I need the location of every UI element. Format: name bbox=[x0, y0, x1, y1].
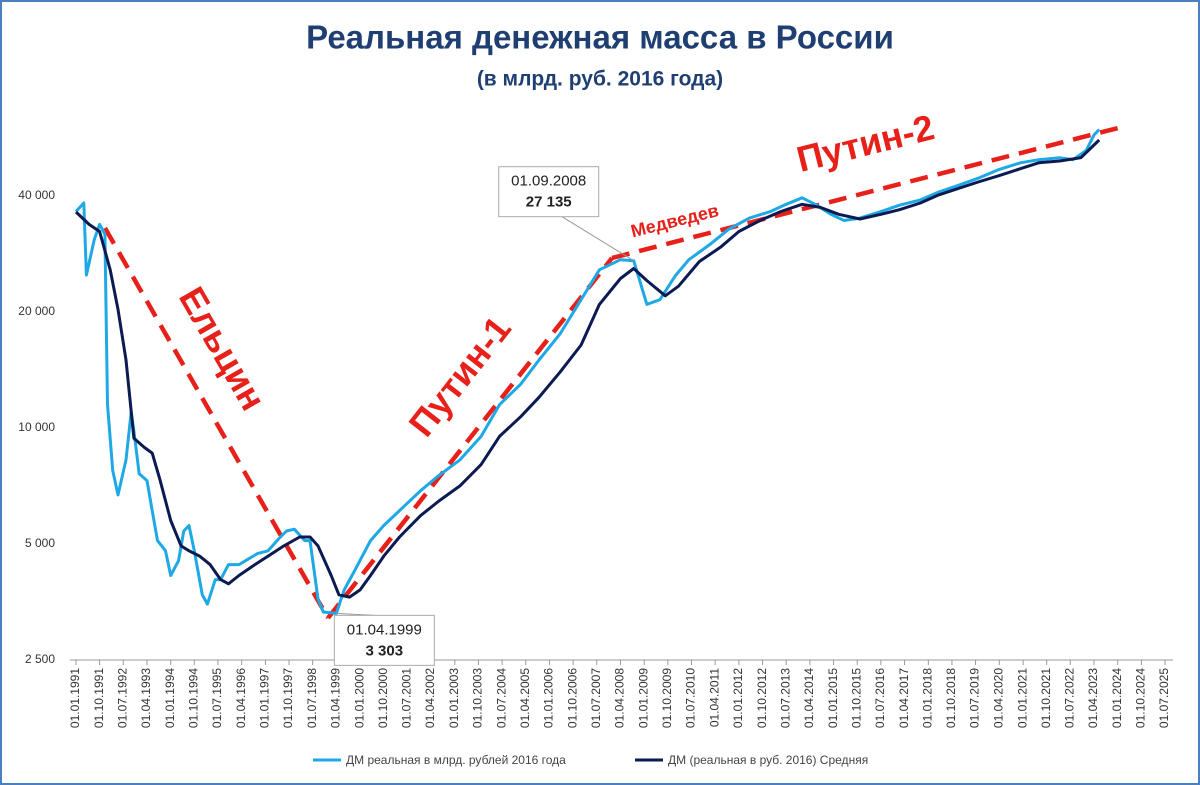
x-tick-label: 01.04.2011 bbox=[707, 668, 721, 727]
series-line bbox=[74, 138, 1101, 599]
x-tick-label: 01.04.2005 bbox=[518, 668, 532, 728]
x-tick-label: 01.07.2010 bbox=[684, 668, 698, 728]
x-tick-label: 01.01.2018 bbox=[921, 668, 935, 728]
trend-line bbox=[611, 124, 1123, 261]
callout-box bbox=[333, 614, 435, 666]
x-tick-label: 01.10.2000 bbox=[376, 668, 390, 728]
x-tick-label: 01.10.1994 bbox=[186, 668, 200, 728]
x-tick-label: 01.04.1999 bbox=[328, 668, 342, 728]
x-tick-label: 01.04.1996 bbox=[234, 668, 248, 728]
x-tick-label: 01.10.2015 bbox=[849, 668, 863, 728]
trend-line bbox=[103, 226, 330, 620]
x-tick-label: 01.10.1997 bbox=[281, 668, 295, 728]
legend-label: ДМ реальная в млрд. рублей 2016 года bbox=[346, 753, 566, 767]
x-tick-label: 01.04.2008 bbox=[613, 668, 627, 728]
x-tick-label: 01.07.2016 bbox=[873, 668, 887, 728]
chart-title: Реальная денежная масса в России bbox=[306, 19, 894, 56]
x-tick-label: 01.01.1997 bbox=[258, 668, 272, 728]
x-tick-label: 01.07.1998 bbox=[305, 668, 319, 728]
x-tick-label: 01.10.2021 bbox=[1039, 668, 1053, 728]
x-tick-label: 01.01.2021 bbox=[1015, 668, 1029, 728]
x-tick-label: 01.07.2001 bbox=[400, 668, 414, 728]
x-tick-label: 01.04.2014 bbox=[802, 668, 816, 728]
x-tick-label: 01.07.2004 bbox=[494, 668, 508, 728]
chart-subtitle: (в млрд. руб. 2016 года) bbox=[477, 68, 723, 91]
x-tick-label: 01.07.2022 bbox=[1062, 668, 1076, 728]
x-tick-label: 01.07.1992 bbox=[115, 668, 129, 728]
x-tick-label: 01.10.2006 bbox=[565, 668, 579, 728]
x-tick-label: 01.10.2012 bbox=[755, 668, 769, 728]
x-tick-label: 01.01.2012 bbox=[731, 668, 745, 728]
y-tick-label: 40 000 bbox=[18, 188, 55, 202]
x-tick-label: 01.01.2000 bbox=[352, 668, 366, 728]
x-tick-label: 01.01.1994 bbox=[163, 668, 177, 728]
x-tick-label: 01.04.2002 bbox=[423, 668, 437, 728]
x-tick-label: 01.10.2009 bbox=[660, 668, 674, 728]
x-tick-label: 01.07.2013 bbox=[778, 668, 792, 728]
callout-box bbox=[498, 166, 600, 218]
x-tick-label: 01.04.2020 bbox=[991, 668, 1005, 728]
callout-date: 01.09.2008 bbox=[511, 173, 586, 190]
y-tick-label: 20 000 bbox=[18, 304, 55, 318]
callout-value: 3 303 bbox=[366, 642, 404, 659]
callout-value: 27 135 bbox=[526, 194, 572, 211]
trend-line bbox=[326, 256, 614, 620]
x-tick-label: 01.01.2006 bbox=[542, 668, 556, 728]
trend-lines bbox=[103, 124, 1123, 620]
x-tick-label: 01.01.2015 bbox=[826, 668, 840, 728]
x-tick-label: 01.07.2007 bbox=[589, 668, 603, 728]
x-tick-label: 01.01.2003 bbox=[447, 668, 461, 728]
y-tick-label: 2 500 bbox=[25, 652, 55, 666]
x-tick-label: 01.04.1993 bbox=[139, 668, 153, 728]
y-tick-label: 5 000 bbox=[25, 536, 55, 550]
x-tick-label: 01.04.2023 bbox=[1086, 668, 1100, 728]
x-tick-label: 01.07.2019 bbox=[968, 668, 982, 728]
x-tick-label: 01.10.2024 bbox=[1134, 668, 1148, 728]
x-tick-label: 01.04.2017 bbox=[897, 668, 911, 728]
legend-label: ДМ (реальная в руб. 2016) Средняя bbox=[668, 753, 868, 767]
callout-date: 01.04.1999 bbox=[347, 621, 422, 638]
x-tick-label: 01.10.2018 bbox=[944, 668, 958, 728]
x-tick-label: 01.10.1991 bbox=[92, 668, 106, 728]
x-tick-label: 01.10.2003 bbox=[471, 668, 485, 728]
x-tick-label: 01.01.2009 bbox=[636, 668, 650, 728]
x-tick-label: 01.07.2025 bbox=[1157, 668, 1171, 728]
x-tick-label: 01.01.2024 bbox=[1110, 668, 1124, 728]
y-tick-label: 10 000 bbox=[18, 420, 55, 434]
x-tick-label: 01.01.1991 bbox=[68, 668, 82, 728]
plot-area: 2 500 5 000 10 000 20 000 40 000 01.01.1991 01… bbox=[18, 128, 1173, 767]
x-tick-label: 01.07.1995 bbox=[210, 668, 224, 728]
callout-leader bbox=[558, 214, 634, 262]
